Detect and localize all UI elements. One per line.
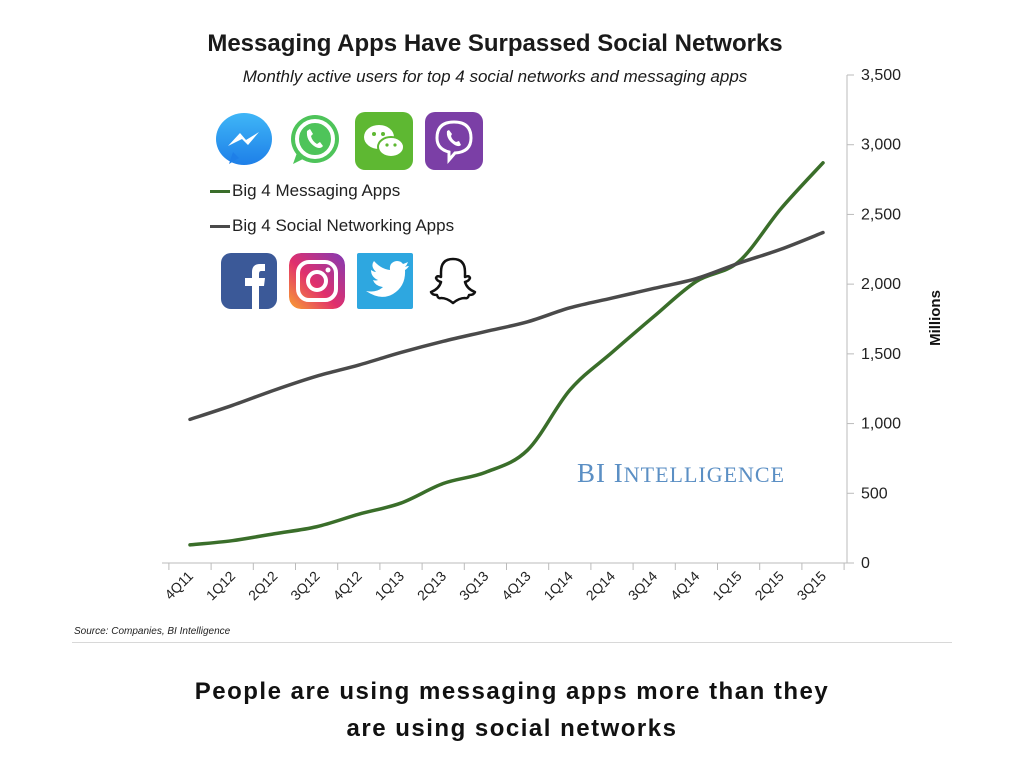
chart-title: Messaging Apps Have Surpassed Social Net… bbox=[207, 30, 783, 57]
caption-line-1: People are using messaging apps more tha… bbox=[194, 678, 830, 705]
source-note: Source: Companies, BI Intelligence bbox=[74, 626, 231, 637]
x-tick-label: 2Q13 bbox=[414, 568, 450, 604]
twitter-icon bbox=[357, 253, 413, 309]
x-tick-label: 2Q12 bbox=[245, 568, 281, 604]
y-tick-label: 2,500 bbox=[861, 206, 901, 223]
chart-subtitle: Monthly active users for top 4 social ne… bbox=[242, 67, 748, 86]
snapchat-icon bbox=[425, 253, 481, 309]
x-tick-label: 4Q12 bbox=[329, 568, 365, 604]
x-tick-label: 4Q13 bbox=[498, 568, 534, 604]
x-tick-label: 1Q12 bbox=[203, 568, 239, 604]
instagram-icon bbox=[289, 253, 345, 309]
x-tick-label: 2Q15 bbox=[751, 568, 787, 604]
x-tick-label: 3Q14 bbox=[625, 568, 661, 604]
messenger-icon bbox=[215, 112, 273, 170]
y-tick-label: 3,500 bbox=[861, 67, 901, 84]
y-tick-label: 3,000 bbox=[861, 137, 901, 154]
x-tick-label: 2Q14 bbox=[583, 568, 619, 604]
y-axis-label: Millions bbox=[927, 290, 944, 346]
series-layer bbox=[188, 161, 825, 547]
messaging-icons-row bbox=[215, 112, 483, 170]
y-tick-label: 1,000 bbox=[861, 416, 901, 433]
y-tick-label: 1,500 bbox=[861, 346, 901, 363]
watermark-rest: NTELLIGENCE bbox=[623, 462, 786, 487]
legend-swatch-social bbox=[210, 224, 230, 228]
y-tick-label: 0 bbox=[861, 555, 870, 572]
x-tick-label: 1Q15 bbox=[709, 568, 745, 604]
whatsapp-icon bbox=[285, 112, 343, 170]
x-tick-label: 4Q14 bbox=[667, 568, 703, 604]
social-icons-row bbox=[221, 253, 481, 309]
x-tick-label: 3Q13 bbox=[456, 568, 492, 604]
y-tick-label: 500 bbox=[861, 485, 888, 502]
facebook-icon bbox=[221, 253, 277, 309]
x-tick-label: 3Q12 bbox=[287, 568, 323, 604]
legend-label-messaging: Big 4 Messaging Apps bbox=[232, 181, 401, 200]
x-tick-label: 1Q14 bbox=[540, 568, 576, 604]
y-tick-label: 2,000 bbox=[861, 276, 901, 293]
legend-item-social: Big 4 Social Networking Apps bbox=[210, 216, 454, 236]
x-tick-label: 1Q13 bbox=[372, 568, 408, 604]
caption-line-2: are using social networks bbox=[346, 715, 678, 742]
legend-label-social: Big 4 Social Networking Apps bbox=[232, 216, 455, 235]
wechat-icon bbox=[355, 112, 413, 170]
caption: People are using messaging apps more tha… bbox=[0, 673, 1024, 747]
watermark-prefix: BI I bbox=[577, 458, 624, 488]
legend-item-messaging: Big 4 Messaging Apps bbox=[210, 181, 400, 201]
x-tick-label: 4Q11 bbox=[161, 568, 196, 603]
x-tick-label: 3Q15 bbox=[794, 568, 830, 604]
legend-swatch-messaging bbox=[210, 189, 230, 193]
divider bbox=[72, 642, 952, 643]
bi-intelligence-watermark: BI INTELLIGENCE bbox=[577, 458, 785, 489]
series-line-social bbox=[188, 230, 825, 422]
viber-icon bbox=[425, 112, 483, 170]
